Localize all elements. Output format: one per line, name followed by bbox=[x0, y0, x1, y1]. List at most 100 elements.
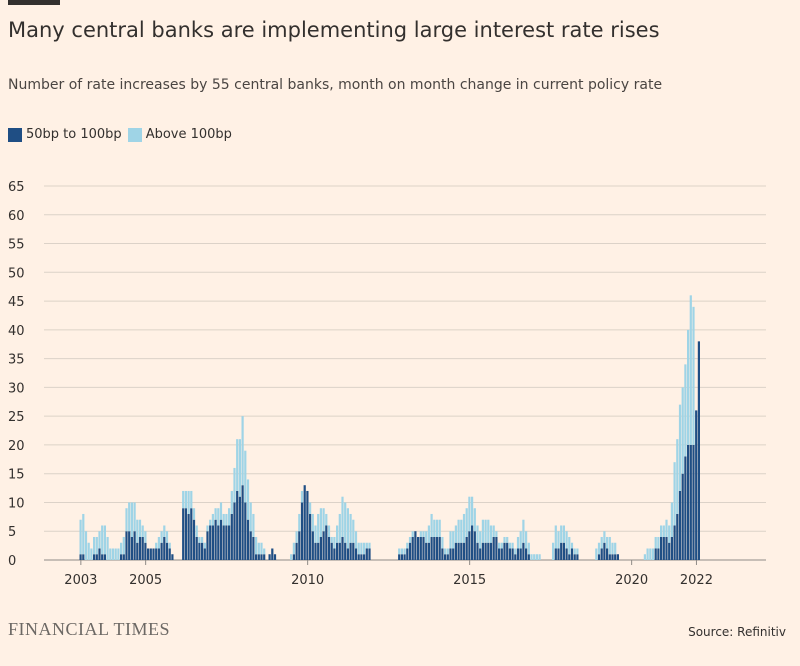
bar-above-100bp-215 bbox=[660, 525, 663, 537]
bar-50-100bp-218 bbox=[668, 542, 671, 560]
bar-above-100bp-97 bbox=[341, 496, 344, 537]
legend-swatch-50-100bp bbox=[8, 127, 22, 142]
bar-above-100bp-133 bbox=[438, 519, 441, 537]
bar-50-100bp-163 bbox=[519, 548, 522, 560]
bar-50-100bp-141 bbox=[460, 542, 463, 560]
bar-above-100bp-20 bbox=[133, 502, 136, 532]
bar-50-100bp-181 bbox=[568, 554, 571, 560]
bar-above-100bp-18 bbox=[128, 502, 131, 532]
bar-50-100bp-68 bbox=[263, 554, 266, 560]
bar-above-100bp-55 bbox=[228, 508, 231, 526]
bar-50-100bp-99 bbox=[346, 548, 349, 560]
bar-above-100bp-162 bbox=[516, 536, 520, 549]
bar-50-100bp-215 bbox=[660, 536, 663, 560]
bar-50-100bp-219 bbox=[670, 536, 673, 560]
bar-50-100bp-97 bbox=[341, 536, 344, 560]
bar-50-100bp-142 bbox=[462, 542, 466, 560]
bar-50-100bp-158 bbox=[506, 542, 509, 560]
bar-50-100bp-198 bbox=[614, 554, 617, 560]
bar-above-100bp-166 bbox=[527, 542, 530, 555]
bar-50-100bp-62 bbox=[246, 519, 250, 560]
bar-above-100bp-163 bbox=[519, 531, 522, 549]
bar-50-100bp-20 bbox=[133, 531, 136, 560]
bar-50-100bp-160 bbox=[511, 548, 514, 560]
bar-50-100bp-153 bbox=[492, 536, 495, 560]
bar-50-100bp-161 bbox=[514, 554, 517, 560]
bar-above-100bp-161 bbox=[514, 548, 517, 555]
bar-above-100bp-194 bbox=[603, 531, 606, 543]
bar-50-100bp-0 bbox=[79, 554, 82, 560]
bar-50-100bp-1 bbox=[82, 554, 85, 560]
bar-50-100bp-229 bbox=[697, 341, 700, 560]
bar-above-100bp-106 bbox=[365, 542, 368, 549]
bar-50-100bp-105 bbox=[363, 554, 366, 560]
bar-above-100bp-160 bbox=[511, 542, 514, 549]
bar-50-100bp-84 bbox=[306, 490, 309, 560]
bar-above-100bp-90 bbox=[322, 508, 325, 532]
bar-50-100bp-17 bbox=[125, 531, 128, 560]
x-tick-label-2022: 2022 bbox=[680, 573, 713, 588]
bar-above-100bp-91 bbox=[325, 513, 328, 526]
bar-above-100bp-79 bbox=[292, 542, 295, 555]
bar-50-100bp-227 bbox=[692, 444, 695, 560]
bar-above-100bp-151 bbox=[487, 519, 490, 543]
bar-above-100bp-209 bbox=[643, 554, 646, 560]
bar-above-100bp-28 bbox=[155, 542, 158, 549]
bar-above-100bp-153 bbox=[492, 525, 495, 537]
bar-above-100bp-105 bbox=[363, 542, 366, 555]
y-tick-label-40: 40 bbox=[8, 324, 25, 339]
bar-above-100bp-159 bbox=[508, 542, 511, 549]
y-tick-label-30: 30 bbox=[8, 381, 25, 396]
bar-50-100bp-33 bbox=[168, 548, 171, 560]
bar-above-100bp-40 bbox=[187, 490, 190, 514]
bar-50-100bp-51 bbox=[217, 525, 220, 560]
bar-above-100bp-169 bbox=[535, 554, 538, 560]
bar-50-100bp-183 bbox=[573, 554, 576, 560]
bar-50-100bp-102 bbox=[354, 548, 358, 560]
bar-above-100bp-121 bbox=[406, 542, 409, 549]
bar-50-100bp-192 bbox=[597, 554, 601, 560]
bar-50-100bp-47 bbox=[206, 531, 209, 560]
bar-above-100bp-154 bbox=[495, 531, 498, 537]
bar-above-100bp-62 bbox=[246, 479, 250, 520]
bar-50-100bp-140 bbox=[457, 542, 460, 560]
bar-50-100bp-101 bbox=[352, 542, 355, 560]
bar-50-100bp-39 bbox=[184, 508, 187, 560]
bar-above-100bp-179 bbox=[562, 525, 565, 543]
bar-above-100bp-213 bbox=[654, 536, 657, 549]
bar-50-100bp-89 bbox=[319, 536, 322, 560]
bar-50-100bp-19 bbox=[130, 536, 133, 560]
bar-above-100bp-42 bbox=[192, 508, 196, 520]
bar-50-100bp-145 bbox=[471, 525, 474, 560]
bar-above-100bp-150 bbox=[484, 519, 487, 543]
y-tick-label-60: 60 bbox=[8, 209, 25, 224]
bar-50-100bp-121 bbox=[406, 548, 409, 560]
bar-50-100bp-45 bbox=[201, 542, 204, 560]
bar-above-100bp-85 bbox=[309, 502, 312, 514]
bar-50-100bp-80 bbox=[295, 542, 298, 560]
bar-above-100bp-217 bbox=[665, 519, 668, 537]
bar-above-100bp-100 bbox=[349, 513, 352, 543]
bar-above-100bp-139 bbox=[454, 525, 457, 543]
bar-50-100bp-71 bbox=[271, 548, 274, 560]
bar-above-100bp-119 bbox=[400, 548, 403, 555]
bar-above-100bp-78 bbox=[290, 554, 293, 560]
source-note: Source: Refinitiv bbox=[688, 625, 786, 639]
bar-50-100bp-59 bbox=[238, 496, 241, 560]
bar-50-100bp-143 bbox=[465, 536, 468, 560]
bar-50-100bp-16 bbox=[122, 554, 125, 560]
bar-50-100bp-106 bbox=[365, 548, 368, 560]
bar-50-100bp-162 bbox=[516, 548, 520, 560]
bar-above-100bp-219 bbox=[670, 502, 673, 537]
bar-above-100bp-38 bbox=[182, 490, 185, 509]
bar-above-100bp-155 bbox=[498, 542, 501, 549]
bar-above-100bp-5 bbox=[93, 536, 96, 555]
bar-above-100bp-63 bbox=[249, 502, 252, 532]
bar-50-100bp-176 bbox=[554, 548, 557, 560]
bar-50-100bp-41 bbox=[190, 508, 193, 560]
bar-50-100bp-127 bbox=[422, 536, 425, 560]
bar-50-100bp-22 bbox=[138, 536, 142, 560]
bar-50-100bp-7 bbox=[98, 548, 101, 560]
bar-above-100bp-216 bbox=[662, 525, 665, 537]
y-tick-label-25: 25 bbox=[8, 410, 25, 425]
